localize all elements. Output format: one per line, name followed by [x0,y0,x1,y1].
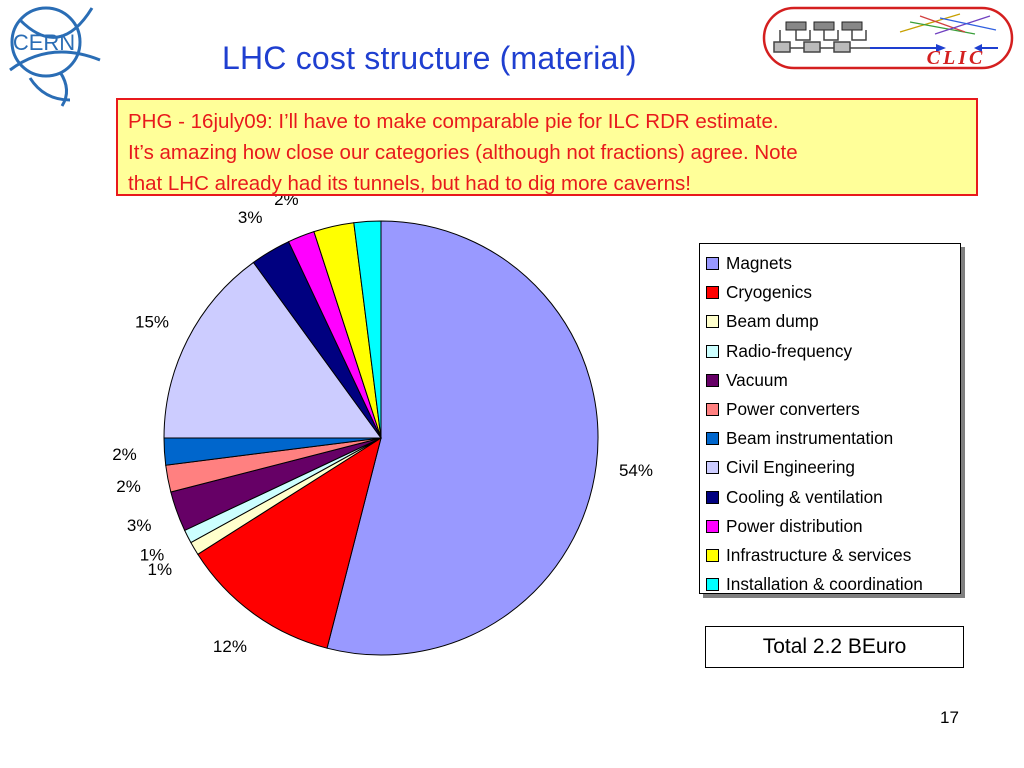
pie-data-label: 2% [112,445,137,464]
legend-item: Power distribution [706,512,960,541]
legend-label: Civil Engineering [726,457,855,478]
svg-text:CERN: CERN [13,30,75,55]
legend-item: Civil Engineering [706,453,960,482]
legend-label: Cryogenics [726,282,812,303]
legend-item: Infrastructure & services [706,541,960,570]
pie-slice-civil-engineering [163,261,382,439]
legend-item: Cooling & ventilation [706,483,960,512]
legend-item: Power converters [706,395,960,424]
legend-swatch [706,519,719,533]
pie-data-label: 3% [238,208,263,227]
slide-title: LHC cost structure (material) [222,40,637,76]
annotation-note: PHG - 16july09: I’ll have to make compar… [116,98,978,196]
page-number: 17 [940,708,959,727]
legend-item: Vacuum [706,366,960,395]
legend-label: Radio-frequency [726,340,853,361]
legend-swatch [706,548,719,562]
legend-item: Cryogenics [706,278,960,307]
legend-swatch [706,286,719,300]
legend-label: Vacuum [726,369,788,390]
legend-label: Beam dump [726,311,819,332]
chart-legend: Magnets Cryogenics Beam dump Radio-frequenc… [699,243,961,594]
pie-slice-installation-coordination [353,220,382,439]
pie-data-label: 1% [148,560,173,579]
pie-data-label: 2% [116,477,141,496]
note-line: that LHC already had its tunnels, but ha… [128,172,691,195]
pie-data-label: 3% [127,516,152,535]
legend-item: Installation & coordination [706,570,960,599]
legend-swatch [706,578,719,592]
legend-label: Magnets [726,253,792,274]
legend-swatch [706,461,719,475]
pie-slice-magnets [326,220,599,656]
legend-swatch [706,257,719,271]
legend-label: Infrastructure & services [726,544,912,565]
legend-swatch [706,490,719,504]
legend-swatch [706,373,719,387]
legend-swatch [706,315,719,329]
legend-swatch [706,403,719,417]
clic-logo: CLIC [762,6,1014,70]
pie-slice-cryogenics [197,436,382,649]
legend-item: Radio-frequency [706,337,960,366]
total-cost-box: Total 2.2 BEuro [705,626,964,668]
legend-item: Beam dump [706,307,960,336]
legend-item: Magnets [706,249,960,278]
note-line: PHG - 16july09: I’ll have to make compar… [128,110,779,133]
note-line: It’s amazing how close our categories (a… [128,141,798,164]
legend-swatch [706,344,719,358]
legend-label: Installation & coordination [726,574,923,595]
legend-swatch [706,432,719,446]
cern-logo: CERN [9,6,101,107]
legend-label: Power converters [726,399,860,420]
clic-logo-text: CLIC [927,47,986,69]
pie-data-label: 54% [619,461,653,480]
pie-data-label: 12% [213,637,247,656]
pie-data-label: 1% [140,546,165,565]
legend-label: Cooling & ventilation [726,486,883,507]
legend-item: Beam instrumentation [706,424,960,453]
legend-label: Beam instrumentation [726,428,894,449]
legend-label: Power distribution [726,515,863,536]
pie-data-label: 15% [135,312,169,331]
